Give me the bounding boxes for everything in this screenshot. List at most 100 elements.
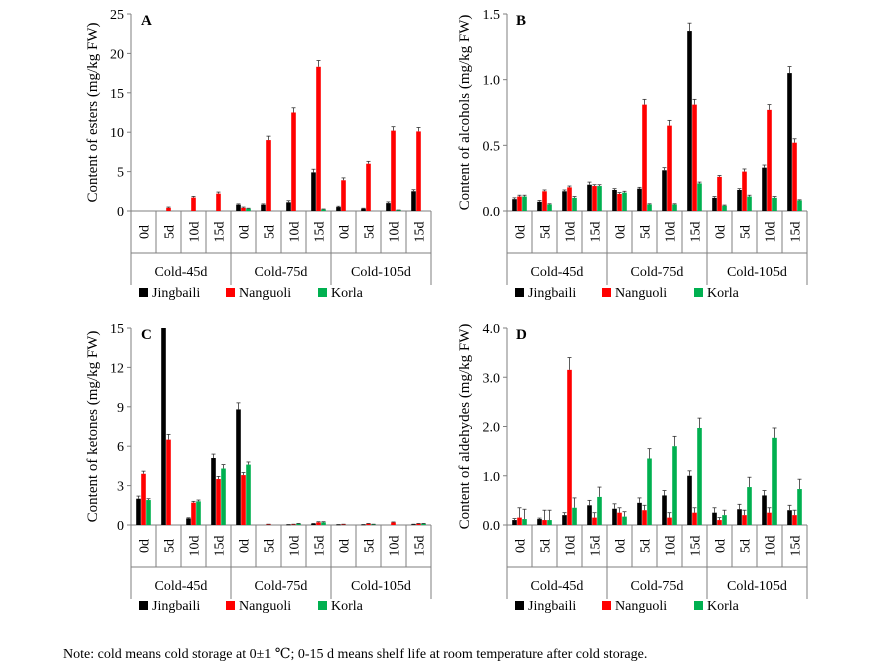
x-tick-label: 5d <box>739 539 754 553</box>
bar-jingbaili <box>612 189 617 211</box>
x-tick-label: 15d <box>789 536 804 557</box>
bar-jingbaili <box>286 524 291 526</box>
x-tick-label: 5d <box>163 539 178 553</box>
x-tick-label: 10d <box>388 222 403 243</box>
legend-label: Korla <box>707 286 740 301</box>
bar-korla <box>321 522 326 525</box>
x-tick-label: 0d <box>714 225 729 239</box>
bar-jingbaili <box>512 520 517 525</box>
group-label: Cold-75d <box>255 579 308 594</box>
y-axis-label: Content of alcohols (mg/kg FW) <box>457 15 473 211</box>
bar-jingbaili <box>712 197 717 211</box>
chart-panel-b: 0.0 0.5 1.0 1.5 Content of alcohols (mg/kg F… <box>457 8 808 301</box>
bar-nanguoli <box>316 66 321 212</box>
x-tick-label: 0d <box>338 225 353 239</box>
y-tick-label: 10 <box>110 126 124 141</box>
bar-jingbaili <box>286 202 291 211</box>
legend-swatch-korla <box>318 601 327 610</box>
bar-jingbaili <box>612 508 617 525</box>
bar-jingbaili <box>236 409 241 525</box>
bar-nanguoli <box>567 369 572 525</box>
bar-nanguoli <box>416 523 421 525</box>
group-label: Cold-105d <box>727 579 787 594</box>
y-tick-label: 4.0 <box>483 322 501 337</box>
bar-jingbaili <box>361 208 366 211</box>
bar-korla <box>547 204 552 211</box>
bar-jingbaili <box>537 201 542 211</box>
bar-nanguoli <box>241 475 246 525</box>
bar-jingbaili <box>787 510 792 525</box>
bar-korla <box>672 446 677 525</box>
bar-nanguoli <box>717 176 722 211</box>
bar-nanguoli <box>141 473 146 525</box>
bar-korla <box>797 489 802 525</box>
legend-swatch-nanguoli <box>602 601 611 610</box>
bar-korla <box>522 196 527 211</box>
y-tick-label: 1.5 <box>483 8 501 23</box>
x-tick-label: 0d <box>238 539 253 553</box>
bar-jingbaili <box>712 512 717 525</box>
x-tick-label: 15d <box>313 222 328 243</box>
x-tick-label: 0d <box>238 225 253 239</box>
bar-korla <box>421 523 426 525</box>
group-label: Cold-45d <box>155 265 208 280</box>
bar-nanguoli <box>166 439 171 525</box>
y-axis-label: Content of esters (mg/kg FW) <box>85 23 101 203</box>
bar-nanguoli <box>216 479 221 525</box>
bar-nanguoli <box>692 512 697 525</box>
y-tick-label: 15 <box>110 87 124 102</box>
bar-jingbaili <box>236 204 241 211</box>
x-tick-label: 5d <box>263 225 278 239</box>
chart-panel-c: 0 3 6 9 12 15 Content of ketones (mg/kg FW) C 0d… <box>85 322 432 614</box>
y-tick-label: 3.0 <box>483 371 501 386</box>
x-tick-label: 10d <box>764 536 779 557</box>
group-label: Cold-105d <box>351 579 411 594</box>
bar-nanguoli <box>191 502 196 525</box>
bar-nanguoli <box>166 207 171 211</box>
bar-nanguoli <box>341 524 346 525</box>
bar-nanguoli <box>767 512 772 525</box>
x-tick-label: 5d <box>163 225 178 239</box>
bar-nanguoli <box>542 520 547 525</box>
group-label: Cold-45d <box>531 265 584 280</box>
bar-korla <box>221 468 226 525</box>
legend-swatch-nanguoli <box>602 288 611 297</box>
y-tick-label: 6 <box>117 440 124 455</box>
y-tick-label: 0 <box>117 519 124 534</box>
panel-label: D <box>516 327 527 343</box>
x-tick-label: 10d <box>664 536 679 557</box>
bar-jingbaili <box>587 184 592 211</box>
bar-nanguoli <box>316 522 321 525</box>
x-tick-label: 10d <box>664 222 679 243</box>
bar-jingbaili <box>662 170 667 211</box>
legend-swatch-jingbaili <box>139 288 148 297</box>
bar-korla <box>146 500 151 525</box>
bar-nanguoli <box>692 104 697 211</box>
y-tick-label: 20 <box>110 47 124 62</box>
bar-korla <box>647 458 652 525</box>
legend-label: Jingbaili <box>152 599 200 614</box>
bar-korla <box>597 186 602 211</box>
bar-korla <box>572 197 577 211</box>
x-tick-label: 15d <box>789 222 804 243</box>
bar-korla <box>321 209 326 211</box>
x-tick-label: 15d <box>213 222 228 243</box>
bar-korla <box>772 437 777 525</box>
x-tick-label: 10d <box>288 222 303 243</box>
bar-nanguoli <box>391 130 396 211</box>
y-tick-label: 12 <box>110 361 124 376</box>
x-tick-label: 5d <box>739 225 754 239</box>
panel-label: B <box>516 13 526 29</box>
bar-jingbaili <box>687 475 692 525</box>
bar-nanguoli <box>592 186 597 211</box>
bar-korla <box>722 515 727 525</box>
group-label: Cold-105d <box>727 265 787 280</box>
y-axis-label: Content of ketones (mg/kg FW) <box>85 331 101 523</box>
bar-korla <box>296 523 301 525</box>
bar-korla <box>196 501 201 525</box>
bar-jingbaili <box>211 458 216 525</box>
bar-nanguoli <box>366 523 371 525</box>
y-tick-label: 9 <box>117 401 124 416</box>
bar-nanguoli <box>266 140 271 211</box>
